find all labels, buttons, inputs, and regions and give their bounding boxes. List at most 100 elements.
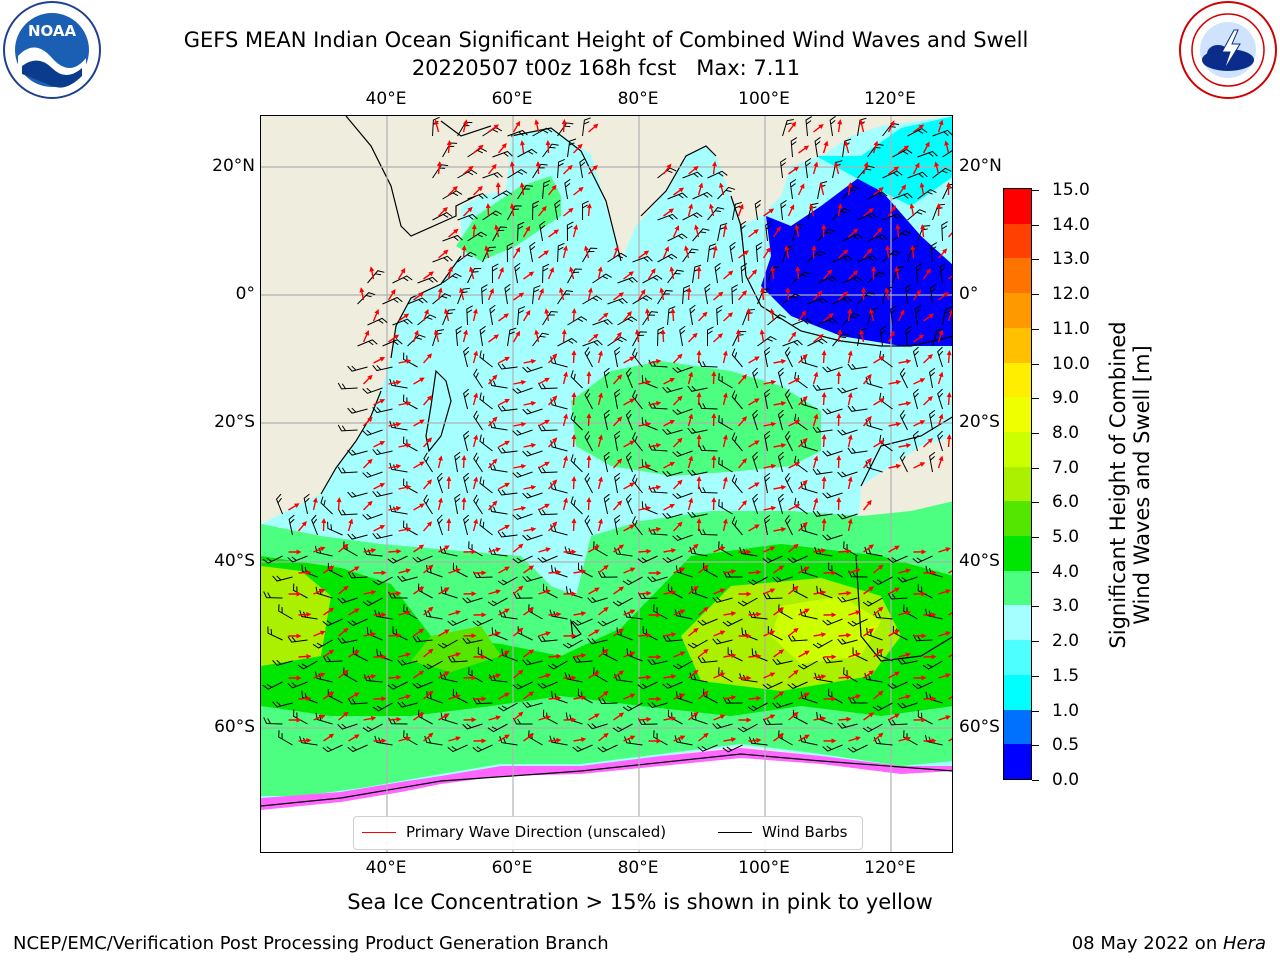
wave-direction-arrow [446, 140, 452, 154]
wind-barb [347, 449, 368, 456]
wave-direction-arrow [937, 329, 944, 343]
wind-barb [832, 255, 853, 263]
wave-direction-arrow [836, 497, 842, 511]
wave-direction-arrow [821, 518, 827, 532]
wind-barb [667, 269, 684, 284]
wave-direction-arrow [888, 463, 902, 469]
wind-barb [647, 702, 668, 709]
wind-barb [473, 368, 483, 389]
wave-direction-arrow [597, 392, 603, 406]
wave-direction-arrow [612, 245, 619, 259]
wind-barb [897, 576, 918, 583]
wind-barb [537, 508, 558, 516]
wave-direction-arrow [448, 736, 461, 742]
wind-barb [706, 326, 714, 347]
wave-direction-arrow [422, 437, 433, 448]
wave-direction-arrow [448, 185, 458, 196]
wave-direction-arrow [937, 119, 944, 133]
wind-barb [557, 122, 574, 137]
wave-direction-arrow [562, 371, 568, 385]
wave-direction-arrow [398, 526, 412, 532]
wind-barb [607, 252, 628, 263]
wave-direction-arrow [471, 224, 477, 238]
wave-direction-arrow [713, 546, 726, 553]
wind-barb [517, 185, 533, 200]
wave-direction-arrow [838, 674, 852, 680]
wave-direction-arrow [687, 371, 694, 385]
wind-barb [692, 228, 710, 242]
wind-barb [603, 409, 610, 431]
wave-direction-arrow [859, 329, 865, 343]
wind-barb [417, 276, 438, 284]
wave-direction-arrow [696, 392, 702, 406]
wave-direction-arrow [398, 694, 412, 700]
colorbar-segment [1004, 431, 1031, 467]
wind-barb [497, 576, 518, 586]
map-canvas [261, 116, 952, 852]
wind-barb [747, 576, 768, 586]
wave-direction-arrow [673, 437, 683, 448]
wave-direction-arrow [687, 203, 694, 217]
wind-barb [777, 409, 784, 431]
wave-direction-arrow [512, 330, 521, 343]
wave-direction-arrow [473, 696, 487, 702]
wind-barb [837, 387, 858, 394]
wind-barb [463, 472, 470, 494]
wave-direction-arrow [895, 224, 901, 238]
wave-direction-arrow [448, 610, 461, 616]
wave-direction-arrow [823, 313, 834, 322]
wave-direction-arrow [538, 503, 550, 511]
wave-direction-arrow [623, 440, 635, 448]
wind-barb [800, 481, 818, 494]
wind-barb [512, 681, 533, 690]
wind-barb [582, 117, 591, 137]
wind-barb [613, 673, 633, 683]
wind-barb [272, 575, 293, 582]
wave-direction-arrow [912, 162, 920, 175]
wind-barb [522, 408, 543, 415]
colorbar-tick-label: 12.0 [1052, 284, 1090, 305]
wave-direction-arrow [597, 266, 603, 280]
graticule [261, 116, 952, 852]
wind-barb [362, 471, 383, 478]
wind-barb [792, 318, 813, 326]
colorbar-label: Significant Height of Combined Wind Wave… [1106, 321, 1154, 648]
wind-barb [942, 306, 952, 326]
wave-direction-arrow [663, 377, 676, 385]
wave-direction-arrow [313, 630, 326, 637]
wave-direction-arrow [313, 714, 326, 721]
wave-direction-arrow [934, 161, 940, 175]
wave-direction-arrow [373, 738, 387, 744]
colorbar-segment [1004, 674, 1031, 710]
wave-direction-arrow [623, 356, 635, 364]
wave-direction-arrow [563, 591, 577, 597]
wind-barb [462, 597, 483, 604]
wave-direction-arrow [838, 590, 852, 596]
wave-direction-arrow [696, 434, 702, 448]
wave-direction-arrow [498, 692, 510, 700]
wave-direction-arrow [912, 289, 922, 301]
wave-direction-arrow [523, 358, 537, 364]
footer-credit: NCEP/EMC/Verification Post Processing Pr… [13, 933, 609, 954]
wave-direction-arrow [711, 371, 717, 385]
wave-direction-arrow [321, 518, 327, 532]
wind-barb [487, 597, 508, 607]
wave-direction-arrow [548, 695, 562, 701]
wave-direction-arrow [823, 738, 837, 744]
national-weather-service-logo [1179, 1, 1277, 99]
wind-barb [387, 681, 408, 690]
wave-direction-arrow [648, 443, 662, 448]
wave-direction-arrow [711, 455, 717, 469]
colorbar-tick-mark [1032, 398, 1039, 400]
wave-direction-arrow [898, 568, 912, 574]
wind-barb [731, 516, 743, 536]
wave-direction-arrow [813, 124, 824, 133]
wave-direction-arrow [863, 208, 874, 217]
wave-direction-arrow [347, 518, 354, 532]
wave-direction-arrow [819, 182, 825, 196]
wind-barb [512, 513, 533, 520]
wave-direction-arrow [696, 476, 702, 490]
wave-direction-arrow [773, 401, 787, 406]
wave-direction-arrow [348, 650, 360, 658]
wave-direction-arrow [848, 652, 861, 658]
